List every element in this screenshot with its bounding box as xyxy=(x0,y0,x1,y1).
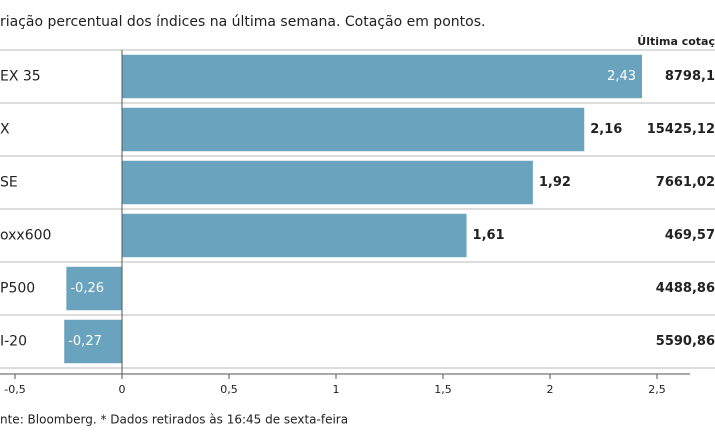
x-tick-label: 1 xyxy=(333,383,340,396)
x-tick-label: 2,5 xyxy=(648,383,666,396)
x-tick-label: 0,5 xyxy=(220,383,238,396)
category-label: X xyxy=(0,122,10,138)
category-label: P500 xyxy=(0,281,35,297)
value-label: -0,27 xyxy=(68,334,102,349)
x-tick-label: -0,5 xyxy=(4,383,25,396)
value-label: 2,16 xyxy=(590,122,622,137)
category-label: EX 35 xyxy=(0,69,41,85)
bar xyxy=(122,54,643,99)
last-quote: 7661,02 xyxy=(656,175,715,190)
category-label: SE xyxy=(0,175,18,191)
value-label: 2,43 xyxy=(607,69,636,84)
last-quote: 4488,86 xyxy=(656,281,715,296)
bar xyxy=(66,266,122,311)
x-tick-label: 1,5 xyxy=(434,383,452,396)
value-label: 1,92 xyxy=(539,175,571,190)
bar xyxy=(122,160,533,205)
last-quote: 15425,12 xyxy=(647,122,715,137)
last-quote: 469,57 xyxy=(665,228,715,243)
bar xyxy=(64,319,122,364)
column-header: Última cotaç xyxy=(637,35,715,48)
source: nte: Bloomberg. * Dados retirados às 16:… xyxy=(0,413,348,427)
last-quote: 8798,1 xyxy=(665,69,715,84)
bar xyxy=(122,213,467,258)
x-tick-label: 0 xyxy=(119,383,126,396)
chart-title: riação percentual dos índices na última … xyxy=(0,14,485,30)
last-quote: 5590,86 xyxy=(656,334,715,349)
value-label: 1,61 xyxy=(473,228,505,243)
bar xyxy=(122,107,585,152)
category-label: oxx600 xyxy=(0,228,51,244)
category-label: I-20 xyxy=(0,334,27,350)
x-tick-label: 2 xyxy=(547,383,554,396)
value-label: -0,26 xyxy=(70,281,104,296)
